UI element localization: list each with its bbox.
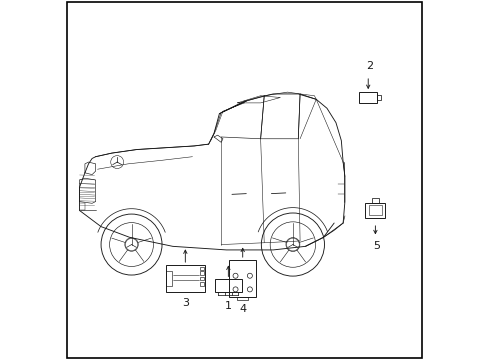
Bar <box>199 267 203 270</box>
Bar <box>371 198 378 203</box>
Bar <box>228 260 256 297</box>
Bar <box>165 271 172 286</box>
Bar <box>199 282 203 286</box>
Text: 2: 2 <box>366 60 373 71</box>
Text: 3: 3 <box>182 298 188 308</box>
Text: 5: 5 <box>373 241 380 251</box>
Bar <box>359 92 376 103</box>
Bar <box>365 203 385 219</box>
Text: 4: 4 <box>239 304 246 314</box>
Bar <box>199 271 203 275</box>
Text: 1: 1 <box>224 301 231 311</box>
Bar <box>237 297 247 300</box>
Bar <box>199 277 203 280</box>
Bar <box>165 265 204 292</box>
Bar <box>368 205 381 215</box>
Bar <box>214 279 242 292</box>
Bar <box>376 95 381 100</box>
